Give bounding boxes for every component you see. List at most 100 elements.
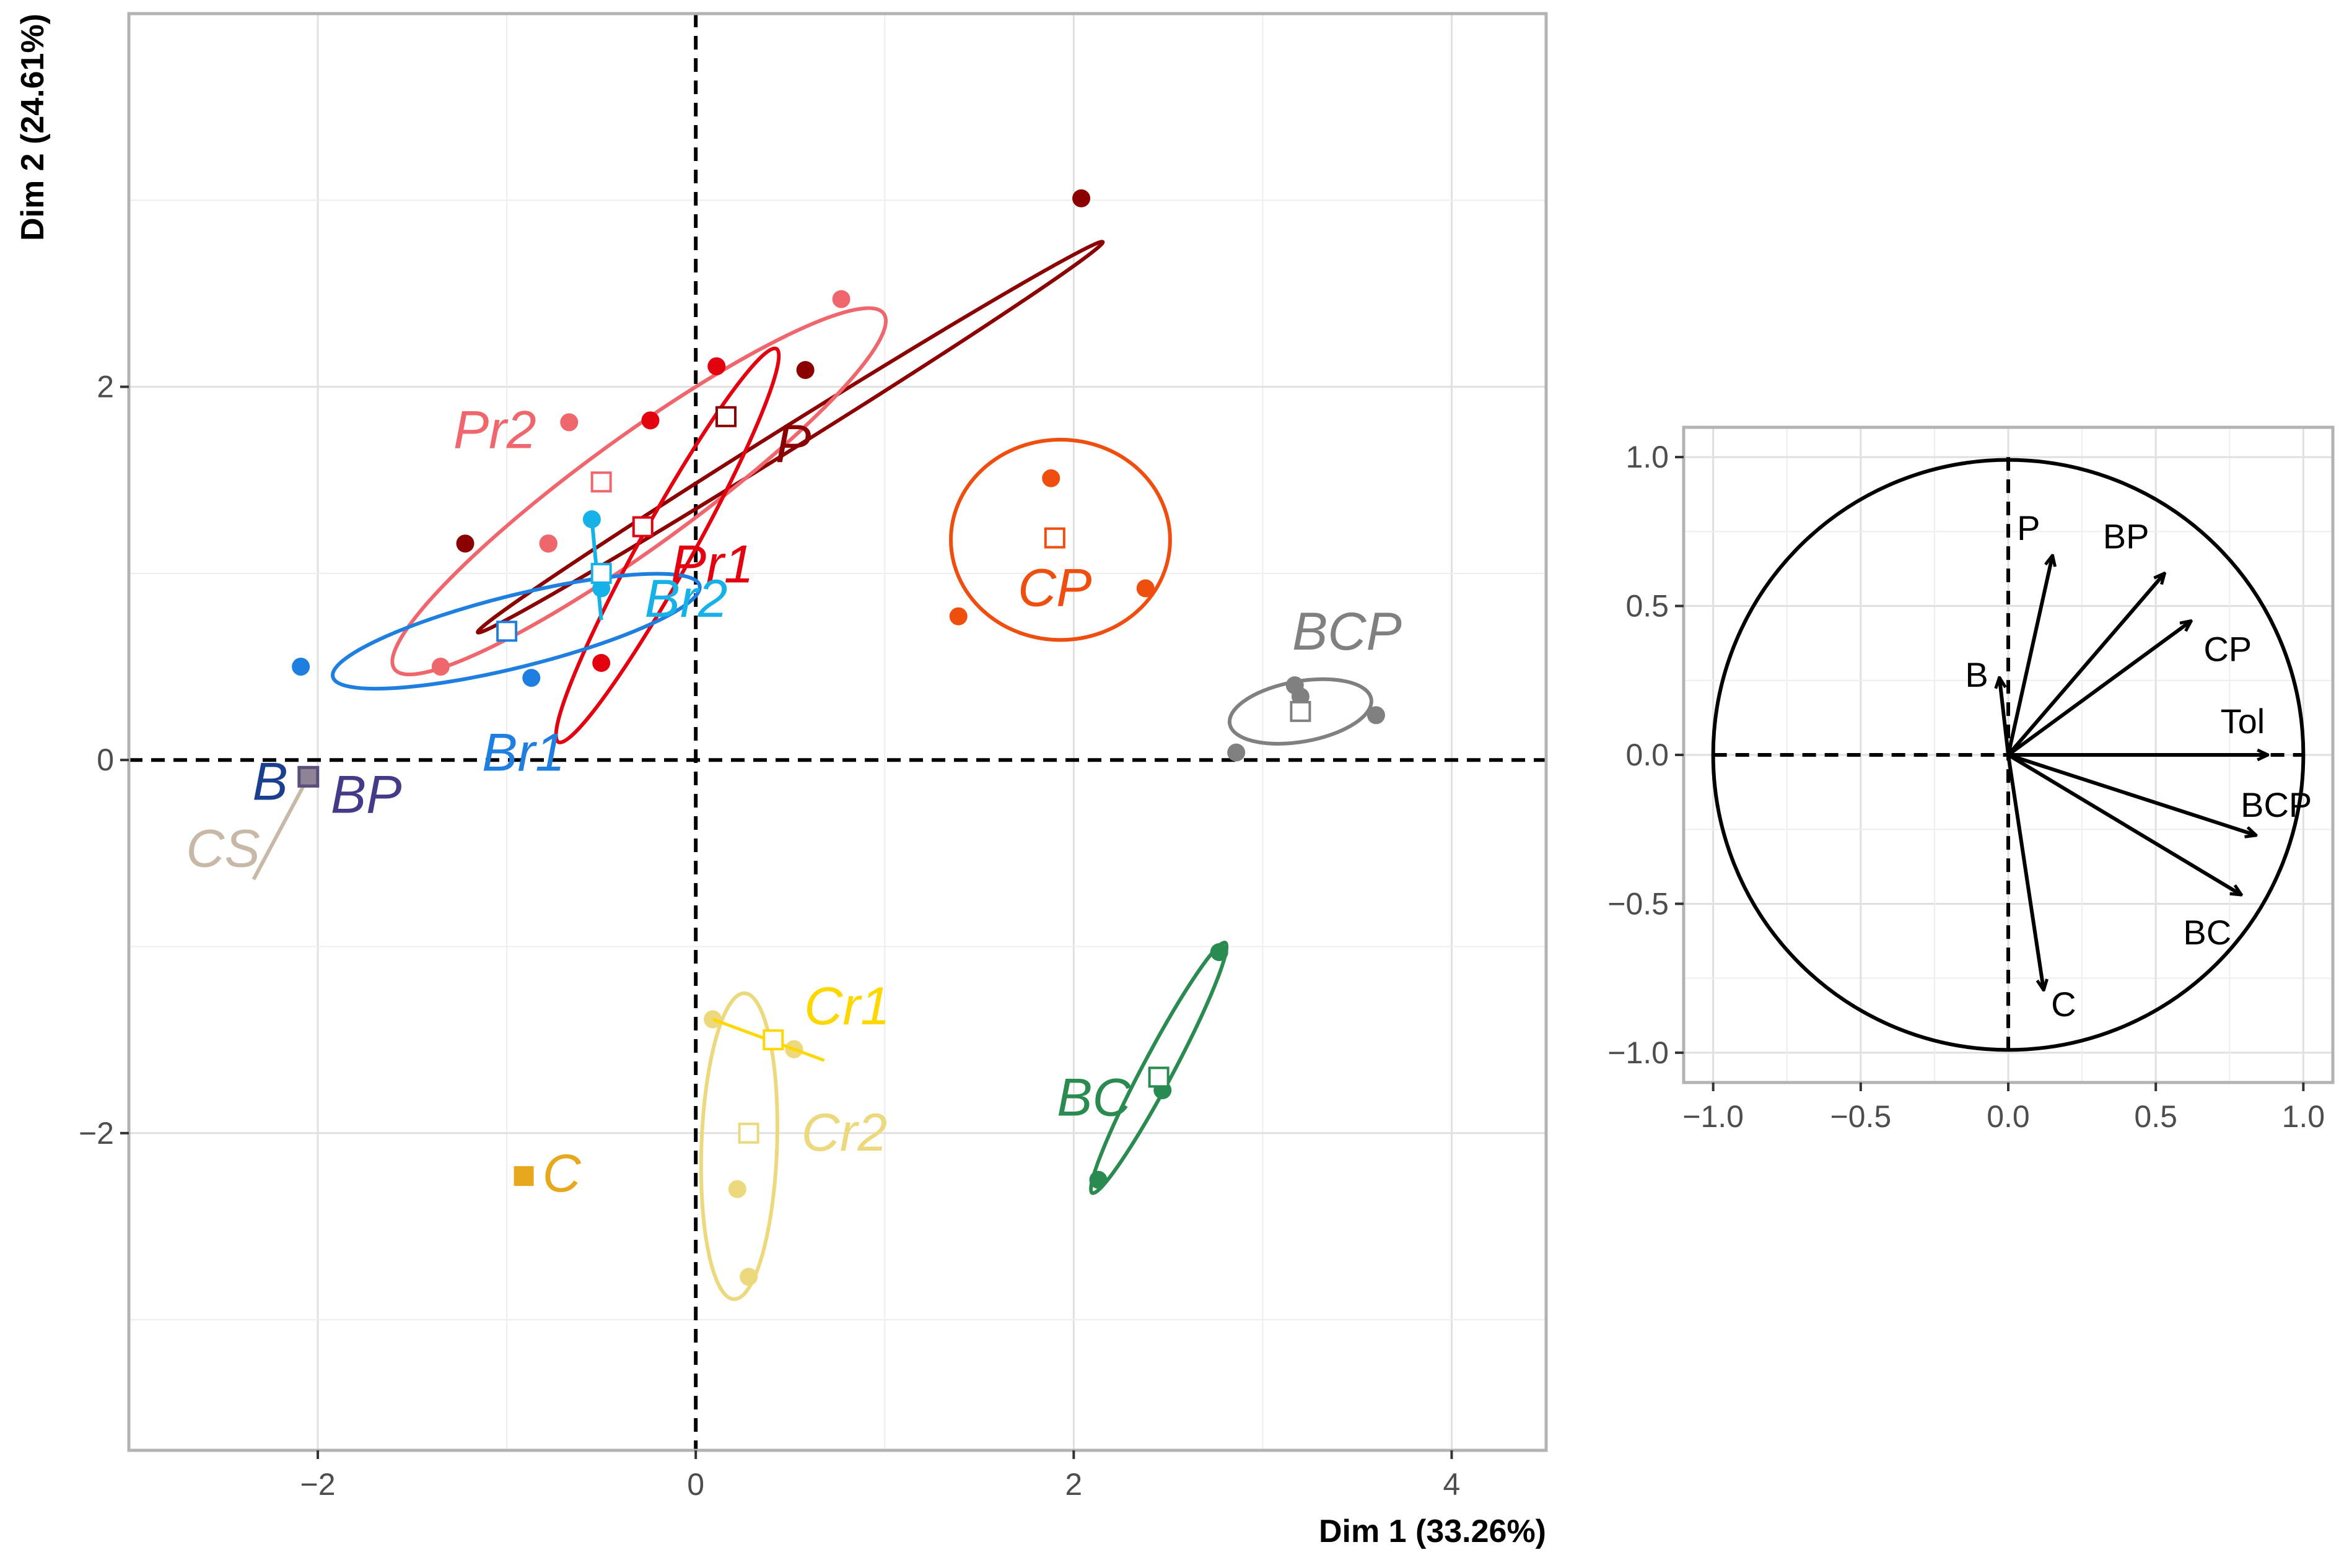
pr1-label: Pr1 [671,535,754,595]
bcp-label: BCP [1292,602,1402,661]
bcp-variable-label: BCP [2241,785,2312,824]
y-tick-label: 0.5 [1625,589,1669,624]
cr2-point [728,1180,746,1198]
pr2-label: Pr2 [453,400,536,460]
p-point [456,534,474,553]
variable-labels: P BP CP B Tol BCP BC C [1965,508,2312,1024]
p-point [1072,189,1091,207]
br1-center [496,621,518,642]
right-plot-area [1711,457,2306,1053]
cr1-center [763,1029,784,1051]
bc-variable-label: BC [2183,913,2231,952]
pr1-point [641,411,660,430]
c-label: C [543,1144,582,1203]
cs-label: CS [186,819,260,878]
cr2-ellipse [699,991,779,1301]
cp-point [1136,579,1155,598]
p-center [715,406,737,427]
x-tick-label: −1.0 [1682,1099,1744,1134]
right-axis-ticks: −1.0 −0.5 0.0 0.5 1.0 1.0 0.5 0.0 −0.5 −1.0 [1607,440,2325,1134]
y-tick-label: −2 [79,1116,114,1151]
left-reference-lines [129,14,1546,1450]
bcp-point [1367,706,1385,725]
pr2-point [539,534,558,553]
b-label: B [252,752,287,811]
cp-label: CP [1018,559,1091,618]
pr1-point [592,654,611,673]
cr2-point [740,1268,758,1286]
cr1-label: Cr1 [804,977,890,1036]
pr1-point [707,357,726,375]
cp-ellipse [949,437,1172,642]
br1-label: Br1 [482,723,565,782]
c-arrow [2006,754,2044,990]
variables-correlation-circle: −1.0 −0.5 0.0 0.5 1.0 1.0 0.5 0.0 −0.5 −1.0 P BP CP… [1607,425,2335,1134]
bc-label: BC [1057,1068,1131,1127]
tol-variable-label: Tol [2221,702,2265,741]
c-center [514,1166,534,1187]
br2-label: Br2 [645,569,728,629]
bc-point [1089,1170,1108,1189]
y-tick-label: −0.5 [1607,886,1669,921]
p-point [796,360,815,379]
x-tick-label: 2 [1065,1467,1082,1502]
pr2-point [431,658,450,676]
x-tick-label: −0.5 [1830,1099,1891,1134]
y-tick-label: 0.0 [1625,738,1669,772]
bp-label: BP [331,765,402,824]
x-tick-label: 0.0 [1987,1099,2030,1134]
y-tick-label: 0 [97,743,114,777]
left-axis-ticks: −2 0 2 4 −2 0 2 [79,370,1460,1502]
pr1-ellipse [554,346,781,744]
p-label: P [776,414,811,474]
br1-point [522,669,541,687]
bcp-point [1227,743,1246,762]
bc-arrow [2007,753,2241,895]
bp-variable-label: BP [2103,517,2149,556]
x-tick-label: −2 [300,1467,336,1502]
cp-arrow [2007,621,2191,757]
bp-center [297,765,320,788]
left-plot-area [251,189,1385,1301]
p-ellipse [476,240,1105,635]
b-variable-label: B [1965,655,1988,694]
x-tick-label: 1.0 [2282,1099,2325,1134]
cs-segment [251,775,310,881]
br1-ellipse [331,572,702,691]
cr2-center [738,1122,759,1144]
bcp-arrow [2008,753,2256,835]
cr2-label: Cr2 [802,1103,888,1162]
cp-point [949,607,968,625]
cp-variable-label: CP [2203,630,2252,669]
bc-point [1210,943,1228,962]
pr1-center [632,516,654,538]
br2-center [590,562,612,584]
x-tick-label: 0.5 [2134,1099,2177,1134]
y-tick-label: 2 [97,370,114,404]
cp-center [1044,527,1065,549]
p-arrow [2006,555,2052,756]
b-arrow [2000,677,2010,756]
c-variable-label: C [2051,985,2076,1024]
y-axis-title: Dim 2 (24.61%) [15,14,51,241]
bc-center [1148,1066,1170,1088]
pr2-point [832,290,851,308]
pr2-center [590,471,612,493]
left-panel-border [127,12,1548,1452]
correlation-circle [1711,458,2306,1052]
bcp-center [1290,700,1311,722]
y-tick-label: 1.0 [1625,440,1669,474]
pr2-point [560,413,579,432]
x-tick-label: 0 [687,1467,704,1502]
x-tick-label: 4 [1443,1467,1461,1502]
x-axis-title: Dim 1 (33.26%) [1319,1514,1546,1549]
p-variable-label: P [2017,508,2040,547]
br1-point [292,658,310,676]
pr2-ellipse [390,306,888,677]
cp-point [1042,469,1060,487]
bc-ellipse [1089,940,1229,1195]
bp-arrow [2006,573,2164,756]
